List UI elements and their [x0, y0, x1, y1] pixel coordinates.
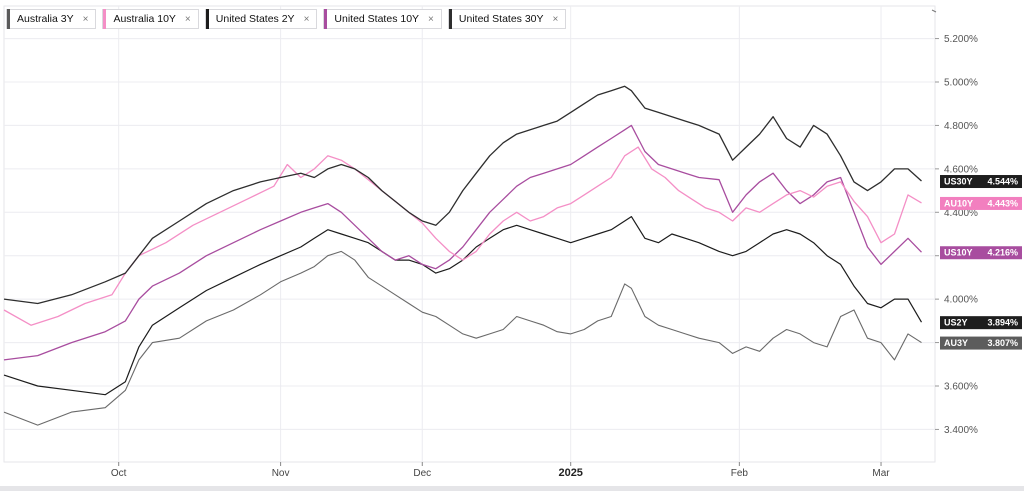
remove-series-icon[interactable]: ×	[184, 13, 191, 25]
remove-series-icon[interactable]: ×	[82, 13, 89, 25]
last-value-tag-au3y: AU3Y	[944, 338, 968, 348]
legend-label: United States 2Y	[215, 13, 295, 25]
legend-chip-0[interactable]: Australia 3Y ×	[6, 9, 97, 29]
last-value-au3y: 3.807%	[987, 338, 1018, 348]
legend-label: Australia 3Y	[17, 13, 74, 25]
last-value-tag-us10y: US10Y	[944, 248, 973, 258]
x-tick-label: Oct	[111, 468, 127, 479]
legend-color-swatch	[7, 9, 10, 29]
last-value-tag-us30y: US30Y	[944, 177, 973, 187]
series-line-au10y[interactable]	[3, 146, 922, 326]
y-tick-label: 3.400%	[944, 425, 978, 436]
series-line-us30y[interactable]	[3, 85, 922, 305]
chart-bottom-bar	[0, 486, 1024, 491]
last-value-badge-us2y	[940, 316, 1022, 330]
legend-label: United States 30Y	[458, 13, 544, 25]
legend-color-swatch	[103, 9, 107, 29]
y-tick-label: 4.600%	[944, 164, 978, 175]
series-line-us10y[interactable]	[3, 124, 922, 361]
legend-chip-3[interactable]: United States 10Y ×	[323, 9, 442, 29]
legend-label: United States 10Y	[334, 13, 420, 25]
last-value-au10y: 4.443%	[987, 198, 1018, 208]
legend-label: Australia 10Y	[113, 13, 176, 25]
last-value-tag-us2y: US2Y	[944, 318, 968, 328]
remove-series-icon[interactable]: ×	[428, 13, 434, 25]
series-line-us2y[interactable]	[3, 216, 923, 396]
legend-chip-2[interactable]: United States 2Y ×	[204, 9, 318, 29]
y-tick-label: 4.400%	[944, 208, 978, 219]
legend-chip-1[interactable]: Australia 10Y ×	[102, 9, 199, 29]
x-tick-label: Feb	[731, 468, 749, 479]
y-tick-label: 5.200%	[944, 34, 978, 45]
plot-area	[3, 5, 936, 463]
last-value-badge-us30y	[940, 175, 1022, 189]
series-line-au3y[interactable]	[3, 250, 922, 426]
y-tick-label: 5.000%	[944, 78, 978, 89]
legend-color-swatch	[448, 9, 452, 29]
chart-legend: Australia 3Y × Australia 10Y × United States…	[6, 9, 567, 31]
last-value-us30y: 4.544%	[987, 177, 1018, 187]
y-tick-label: 4.000%	[944, 295, 978, 306]
x-tick-label: Dec	[413, 468, 431, 479]
y-tick-label: 4.800%	[944, 121, 978, 132]
x-tick-label: Nov	[272, 468, 290, 479]
last-value-us2y: 3.894%	[987, 318, 1018, 328]
last-value-tag-au10y: AU10Y	[944, 198, 973, 208]
remove-series-icon[interactable]: ×	[552, 13, 559, 25]
last-value-badge-au10y	[940, 196, 1022, 210]
legend-chip-4[interactable]: United States 30Y ×	[447, 9, 567, 29]
axis-scroll-mark	[931, 9, 937, 13]
legend-color-swatch	[324, 9, 328, 29]
y-tick-label: 3.600%	[944, 382, 978, 393]
x-tick-label: Mar	[872, 468, 890, 479]
x-tick-label: 2025	[558, 467, 582, 479]
legend-color-swatch	[205, 9, 209, 29]
last-value-us10y: 4.216%	[987, 248, 1018, 258]
remove-series-icon[interactable]: ×	[303, 13, 310, 25]
last-value-badge-au3y	[940, 336, 1022, 350]
last-value-badge-us10y	[940, 246, 1022, 260]
